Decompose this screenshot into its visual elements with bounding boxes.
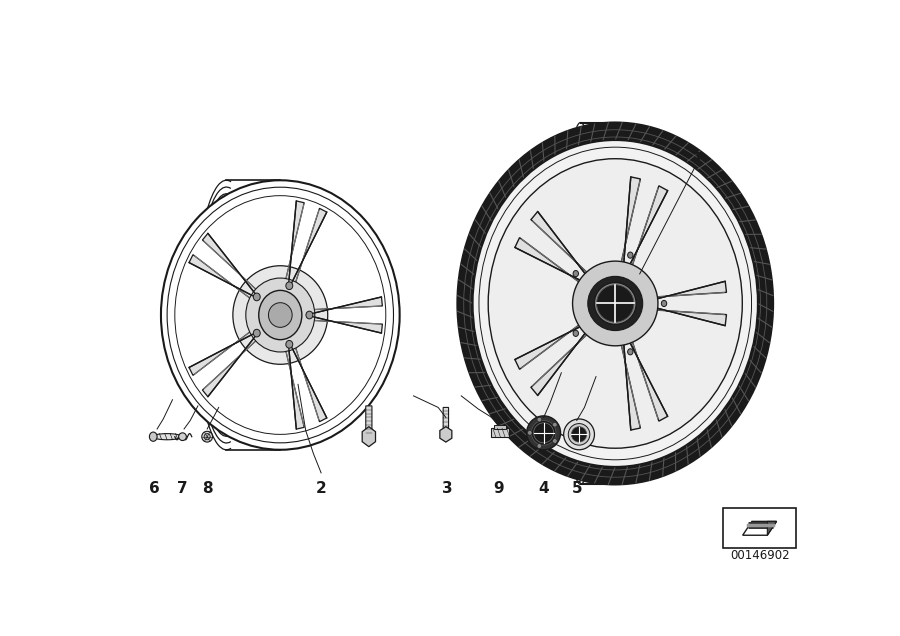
Ellipse shape <box>204 434 211 439</box>
Circle shape <box>597 285 634 322</box>
Polygon shape <box>645 305 726 326</box>
Polygon shape <box>619 336 641 430</box>
Ellipse shape <box>457 123 773 485</box>
Circle shape <box>537 417 542 422</box>
Ellipse shape <box>152 434 182 439</box>
Polygon shape <box>626 333 668 421</box>
Ellipse shape <box>662 300 667 307</box>
Polygon shape <box>515 319 590 370</box>
Text: 2: 2 <box>316 481 327 496</box>
Polygon shape <box>619 177 641 271</box>
Ellipse shape <box>246 278 315 352</box>
Text: 8: 8 <box>202 481 212 496</box>
Polygon shape <box>362 427 375 446</box>
Text: 1: 1 <box>692 152 703 167</box>
Polygon shape <box>202 336 257 397</box>
Polygon shape <box>312 317 382 333</box>
Ellipse shape <box>286 340 292 348</box>
Circle shape <box>527 431 532 435</box>
Ellipse shape <box>286 282 292 289</box>
Text: 00146902: 00146902 <box>730 549 789 562</box>
Ellipse shape <box>306 311 313 319</box>
Circle shape <box>531 420 556 445</box>
Polygon shape <box>285 201 304 282</box>
Text: 7: 7 <box>177 481 188 496</box>
Circle shape <box>597 285 634 322</box>
Circle shape <box>537 444 542 448</box>
Ellipse shape <box>149 432 158 441</box>
Ellipse shape <box>572 261 658 346</box>
Ellipse shape <box>233 266 328 364</box>
Ellipse shape <box>488 159 742 448</box>
Polygon shape <box>285 349 304 429</box>
Text: 6: 6 <box>149 481 160 496</box>
Ellipse shape <box>202 431 212 442</box>
Ellipse shape <box>268 303 292 328</box>
Text: 9: 9 <box>493 481 503 496</box>
Polygon shape <box>292 346 327 422</box>
Circle shape <box>526 416 561 450</box>
Text: 5: 5 <box>572 481 582 496</box>
Polygon shape <box>531 325 594 396</box>
Polygon shape <box>189 331 253 375</box>
Circle shape <box>572 427 587 442</box>
Circle shape <box>594 282 636 324</box>
Polygon shape <box>645 281 726 301</box>
FancyBboxPatch shape <box>365 406 372 437</box>
Ellipse shape <box>588 277 643 331</box>
Ellipse shape <box>258 291 302 340</box>
Ellipse shape <box>627 252 633 258</box>
Circle shape <box>568 424 590 445</box>
Text: 4: 4 <box>538 481 549 496</box>
Ellipse shape <box>179 433 186 441</box>
Ellipse shape <box>161 180 400 450</box>
Circle shape <box>563 419 595 450</box>
Ellipse shape <box>472 140 758 467</box>
Polygon shape <box>440 427 452 442</box>
FancyBboxPatch shape <box>443 408 448 432</box>
Polygon shape <box>515 238 590 289</box>
Bar <box>491 428 509 438</box>
Polygon shape <box>626 186 668 273</box>
Polygon shape <box>202 233 257 293</box>
Circle shape <box>553 422 557 427</box>
Polygon shape <box>742 522 777 536</box>
Bar <box>723 508 796 548</box>
Ellipse shape <box>627 349 633 355</box>
Ellipse shape <box>573 270 579 277</box>
Polygon shape <box>292 209 327 284</box>
Text: 3: 3 <box>442 481 453 496</box>
Ellipse shape <box>253 329 260 337</box>
Circle shape <box>534 423 554 443</box>
Bar <box>493 425 506 429</box>
Polygon shape <box>531 212 594 282</box>
Ellipse shape <box>573 330 579 336</box>
Polygon shape <box>768 522 777 536</box>
Ellipse shape <box>253 293 260 301</box>
Polygon shape <box>312 297 382 314</box>
Circle shape <box>553 439 557 443</box>
Polygon shape <box>189 254 253 300</box>
